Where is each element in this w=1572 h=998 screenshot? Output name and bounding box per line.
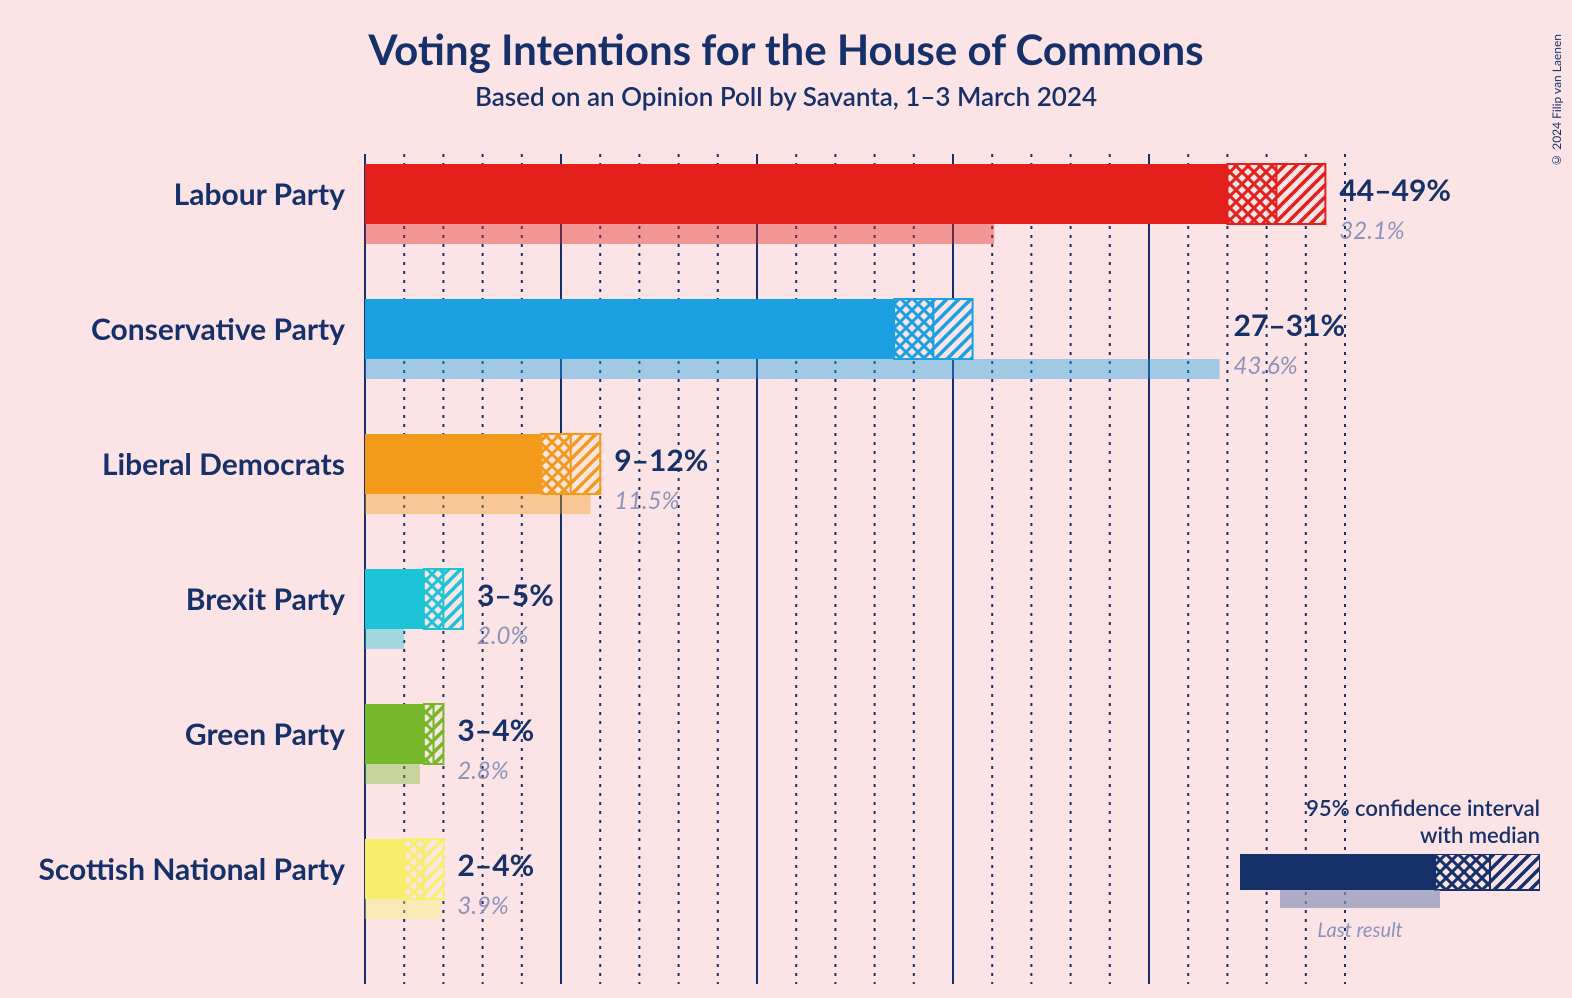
legend-title-line2: with median [1230, 821, 1540, 848]
last-result-value: 32.1% [1339, 216, 1404, 245]
range-value: 9–12% [614, 442, 708, 478]
chart-subtitle: Based on an Opinion Poll by Savanta, 1–3… [0, 80, 1572, 112]
range-value: 27–31% [1234, 307, 1346, 343]
party-label: Brexit Party [0, 581, 345, 617]
range-value: 2–4% [457, 847, 534, 883]
legend: 95% confidence interval with median Last… [1230, 794, 1540, 942]
legend-last-label: Last result [1280, 918, 1440, 942]
party-label: Green Party [0, 716, 345, 752]
range-value: 3–5% [477, 577, 554, 613]
party-label: Conservative Party [0, 311, 345, 347]
party-label: Scottish National Party [0, 851, 345, 887]
last-result-value: 3.9% [457, 891, 508, 920]
party-label: Liberal Democrats [0, 446, 345, 482]
chart-title: Voting Intentions for the House of Commo… [0, 24, 1572, 74]
last-result-value: 2.8% [457, 756, 508, 785]
copyright-note: © 2024 Filip van Laenen [1549, 34, 1564, 168]
last-result-value: 11.5% [614, 486, 679, 515]
range-value: 3–4% [457, 712, 534, 748]
last-result-value: 43.6% [1234, 351, 1298, 380]
last-result-value: 2.0% [477, 621, 528, 650]
legend-title-line1: 95% confidence interval [1230, 794, 1540, 821]
party-label: Labour Party [0, 176, 345, 212]
range-value: 44–49% [1339, 172, 1451, 208]
